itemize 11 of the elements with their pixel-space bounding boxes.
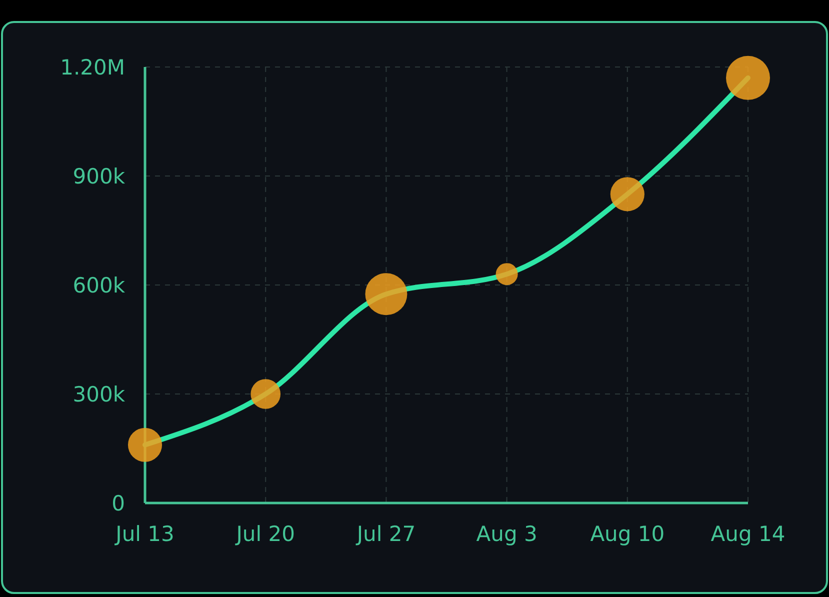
x-tick-label: Jul 20 xyxy=(234,522,295,546)
x-tick-label: Jul 27 xyxy=(354,522,416,546)
x-tick-label: Aug 3 xyxy=(476,522,538,546)
y-tick-label: 0 xyxy=(112,491,125,516)
x-tick-label: Jul 13 xyxy=(114,522,174,546)
x-tick-label: Aug 14 xyxy=(710,522,786,546)
y-tick-label: 300k xyxy=(72,382,126,406)
x-tick-label: Aug 10 xyxy=(590,522,665,546)
y-tick-label: 600k xyxy=(72,273,126,298)
y-tick-label: 900k xyxy=(72,164,126,188)
y-tick-label: 1.20M xyxy=(60,55,125,80)
